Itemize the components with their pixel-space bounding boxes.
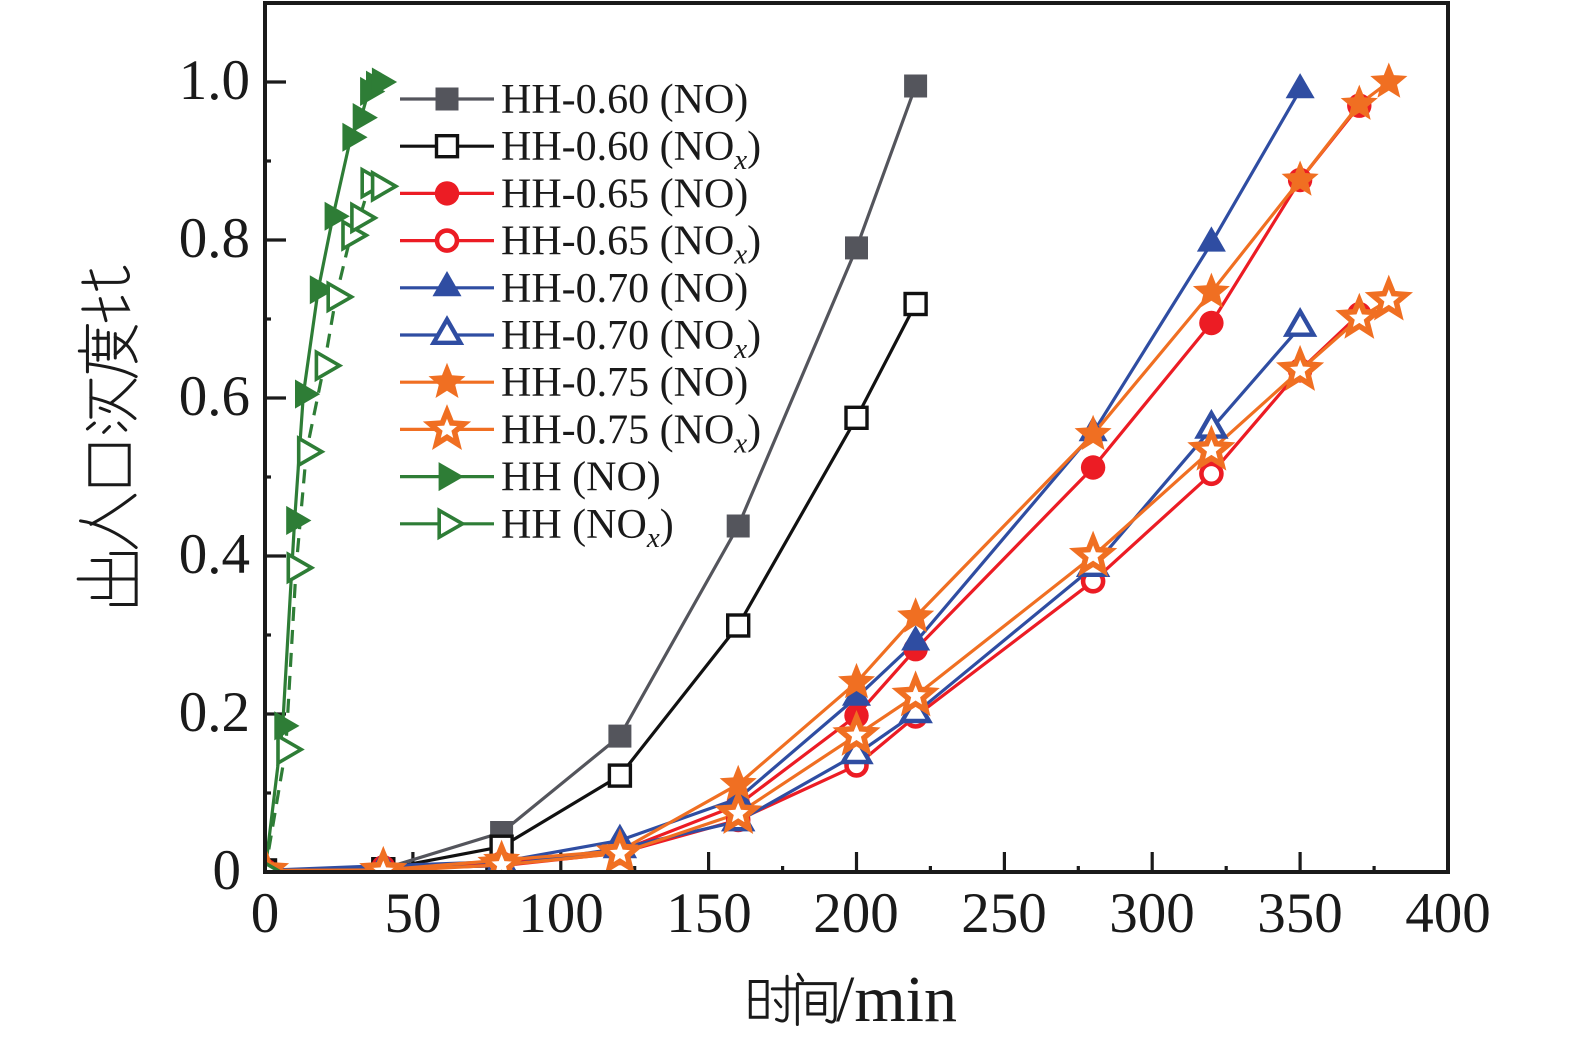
svg-text:HH-0.65 (NOx): HH-0.65 (NOx) <box>501 219 761 271</box>
svg-text:HH-0.70 (NO): HH-0.70 (NO) <box>501 266 748 312</box>
svg-text:0: 0 <box>213 839 242 902</box>
svg-text:0.4: 0.4 <box>179 523 250 586</box>
svg-text:1.0: 1.0 <box>179 49 250 112</box>
svg-text:HH-0.60 (NO): HH-0.60 (NO) <box>501 77 748 123</box>
svg-text:HH-0.70 (NOx): HH-0.70 (NOx) <box>501 313 761 365</box>
svg-text:300: 300 <box>1109 882 1195 945</box>
svg-text:150: 150 <box>666 882 752 945</box>
svg-text:HH-0.75 (NO): HH-0.75 (NO) <box>501 360 748 406</box>
svg-text:350: 350 <box>1257 882 1343 945</box>
svg-text:250: 250 <box>961 882 1047 945</box>
svg-text:50: 50 <box>385 882 442 945</box>
svg-text:HH-0.75 (NOx): HH-0.75 (NOx) <box>501 407 761 459</box>
svg-text:0.8: 0.8 <box>179 207 250 270</box>
svg-text:400: 400 <box>1405 882 1491 945</box>
svg-text:HH (NOx): HH (NOx) <box>501 502 674 554</box>
svg-text:HH-0.60 (NOx): HH-0.60 (NOx) <box>501 124 761 176</box>
svg-text:0.2: 0.2 <box>179 681 250 744</box>
svg-text:0.6: 0.6 <box>179 365 250 428</box>
svg-text:/min: /min <box>836 963 957 1036</box>
svg-text:200: 200 <box>813 882 899 945</box>
svg-text:0: 0 <box>251 882 280 945</box>
svg-text:HH (NO): HH (NO) <box>501 455 661 501</box>
svg-text:HH-0.65 (NO): HH-0.65 (NO) <box>501 171 748 217</box>
svg-text:100: 100 <box>518 882 604 945</box>
